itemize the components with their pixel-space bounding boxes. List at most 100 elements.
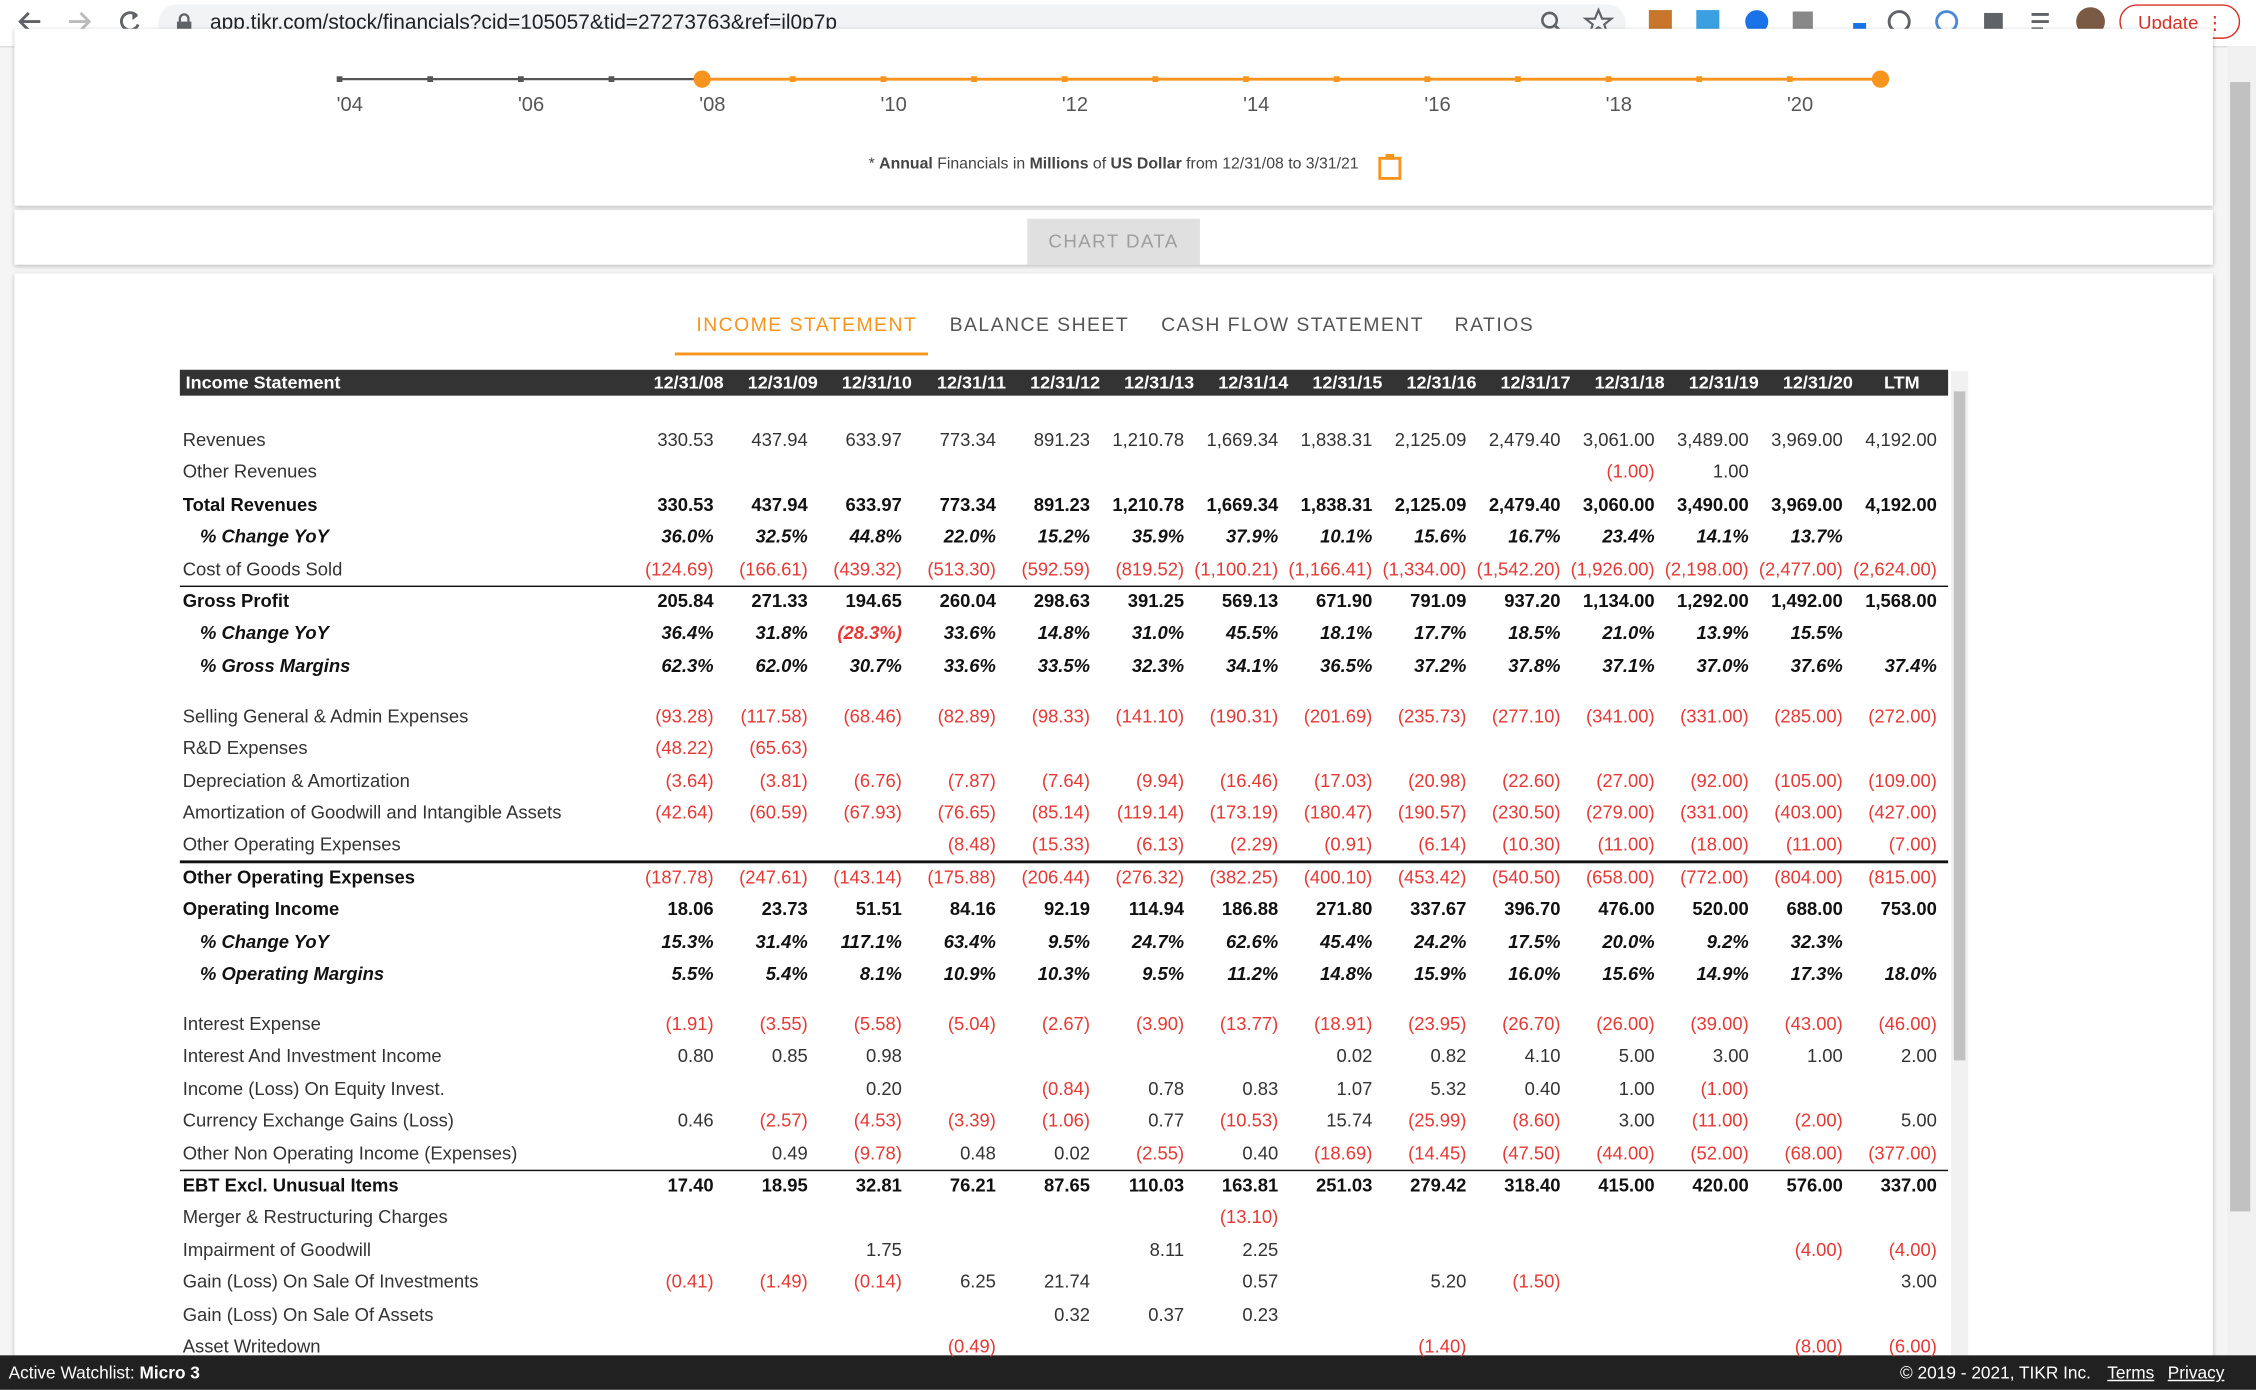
- cell-value: 3,969.00: [1771, 493, 1843, 515]
- cell-value: 279.42: [1410, 1174, 1467, 1196]
- cell-value: (772.00): [1680, 865, 1749, 888]
- privacy-link[interactable]: Privacy: [2167, 1362, 2225, 1383]
- cell-value: 318.40: [1504, 1174, 1561, 1196]
- cell-value: 1.75: [865, 1238, 902, 1261]
- timeline[interactable]: [0, 58, 2227, 101]
- cell-value: 36.4%: [661, 622, 714, 644]
- column-header: 12/31/09: [747, 372, 818, 393]
- cell-value: 1,669.34: [1206, 493, 1279, 515]
- cell-value: 1.00: [1618, 1077, 1655, 1099]
- currency-note: * Annual Financials in Millions of US Do…: [0, 155, 2227, 172]
- cell-value: 1,838.31: [1300, 428, 1373, 451]
- cell-value: (276.32): [1115, 865, 1185, 888]
- cell-value: 0.85: [771, 1045, 808, 1067]
- cell-value: 32.3%: [1131, 654, 1185, 676]
- cell-value: 298.63: [1033, 589, 1091, 612]
- cell-value: 1,292.00: [1677, 589, 1749, 612]
- cell-value: (7.00): [1888, 833, 1937, 856]
- cell-value: 337.00: [1880, 1174, 1937, 1196]
- cell-value: (6.14): [1418, 833, 1467, 856]
- row-label: Impairment of Goodwill: [182, 1238, 372, 1261]
- financials-card: [14, 273, 2213, 1390]
- watchlist-label: Active Watchlist:: [8, 1362, 135, 1383]
- tab[interactable]: BALANCE SHEET: [949, 313, 1130, 336]
- row-label: Other Operating Expenses: [182, 865, 415, 888]
- row-label: Interest Expense: [182, 1012, 321, 1035]
- year-tick: [1515, 76, 1521, 83]
- cell-value: 0.46: [677, 1109, 714, 1132]
- cell-value: 8.11: [1149, 1238, 1185, 1261]
- cell-value: 5.5%: [671, 962, 714, 985]
- watchlist-name[interactable]: Micro 3: [139, 1362, 200, 1383]
- cell-value: (7.64): [1041, 769, 1091, 791]
- cell-value: 688.00: [1786, 898, 1843, 920]
- cell-value: (2.29): [1230, 833, 1279, 856]
- cell-value: (4.00): [1794, 1238, 1843, 1261]
- cell-value: 34.1%: [1225, 654, 1279, 676]
- cell-value: (3.39): [947, 1109, 996, 1132]
- cell-value: 271.80: [1316, 898, 1373, 920]
- table-scrollbar[interactable]: [1950, 371, 1969, 1379]
- lock-icon: [176, 13, 192, 34]
- cell-value: 5.32: [1430, 1077, 1467, 1099]
- cell-value: 0.49: [771, 1141, 808, 1164]
- cell-value: (44.00): [1596, 1141, 1655, 1164]
- cell-value: 15.6%: [1414, 525, 1467, 548]
- cell-value: (331.00): [1680, 704, 1749, 727]
- cell-value: (43.00): [1784, 1012, 1843, 1035]
- year-tick: [336, 76, 343, 83]
- chart-data-button[interactable]: CHART DATA: [1027, 218, 1200, 265]
- year-tick: [1424, 76, 1431, 83]
- cell-value: (1,334.00): [1382, 557, 1467, 580]
- cell-value: 44.8%: [849, 525, 902, 548]
- cell-value: 0.37: [1148, 1302, 1185, 1325]
- cell-value: (98.33): [1031, 704, 1091, 727]
- tab[interactable]: CASH FLOW STATEMENT: [1161, 313, 1425, 336]
- row-label: Operating Income: [182, 898, 340, 920]
- extension-icons[interactable]: [1534, 6, 2110, 41]
- cell-value: 62.3%: [661, 654, 714, 676]
- cell-value: (1,166.41): [1288, 557, 1373, 580]
- terms-link[interactable]: Terms: [2107, 1362, 2155, 1383]
- cell-value: (658.00): [1586, 865, 1655, 888]
- cell-value: 37.2%: [1414, 654, 1467, 676]
- year-tick: [971, 76, 977, 83]
- cell-value: 0.40: [1242, 1141, 1279, 1164]
- cell-value: (48.22): [655, 736, 714, 759]
- nav-buttons[interactable]: [0, 0, 158, 46]
- copy-icon[interactable]: [1377, 153, 1406, 182]
- cell-value: (2.57): [759, 1109, 808, 1132]
- cell-value: (0.49): [947, 1335, 996, 1357]
- year-tick: [1786, 76, 1793, 83]
- year-tick: [1152, 76, 1159, 83]
- cell-value: 87.65: [1043, 1174, 1091, 1196]
- cell-value: 13.7%: [1790, 525, 1843, 548]
- cell-value: 773.34: [939, 428, 996, 451]
- cell-value: (819.52): [1115, 557, 1185, 580]
- note-part: US Dollar: [1110, 155, 1182, 173]
- cell-value: 17.5%: [1508, 930, 1561, 952]
- tab[interactable]: RATIOS: [1454, 313, 1535, 336]
- cell-value: 31.0%: [1131, 622, 1185, 644]
- cell-value: 14.9%: [1696, 962, 1749, 985]
- page-scrollbar[interactable]: [2227, 46, 2256, 1390]
- cell-value: (17.03): [1313, 769, 1373, 791]
- cell-value: (9.78): [853, 1141, 902, 1164]
- year-tick: [880, 76, 887, 83]
- cell-value: 15.9%: [1414, 962, 1467, 985]
- cell-value: 773.34: [939, 493, 996, 515]
- cell-value: 4,192.00: [1865, 493, 1937, 515]
- cell-value: (0.91): [1324, 833, 1373, 856]
- cell-value: (8.00): [1794, 1335, 1843, 1357]
- cell-value: 396.70: [1504, 898, 1561, 920]
- cell-value: 337.67: [1410, 898, 1467, 920]
- cell-value: 2,125.09: [1394, 428, 1467, 451]
- cell-value: 3,969.00: [1771, 428, 1843, 451]
- cell-value: 0.48: [960, 1141, 996, 1164]
- year-tick: [1243, 76, 1249, 83]
- cell-value: (1,542.20): [1476, 557, 1561, 580]
- cell-value: (1,926.00): [1570, 557, 1655, 580]
- tab[interactable]: INCOME STATEMENT: [696, 313, 918, 336]
- cell-value: 576.00: [1786, 1174, 1843, 1196]
- cell-value: (15.33): [1031, 833, 1091, 856]
